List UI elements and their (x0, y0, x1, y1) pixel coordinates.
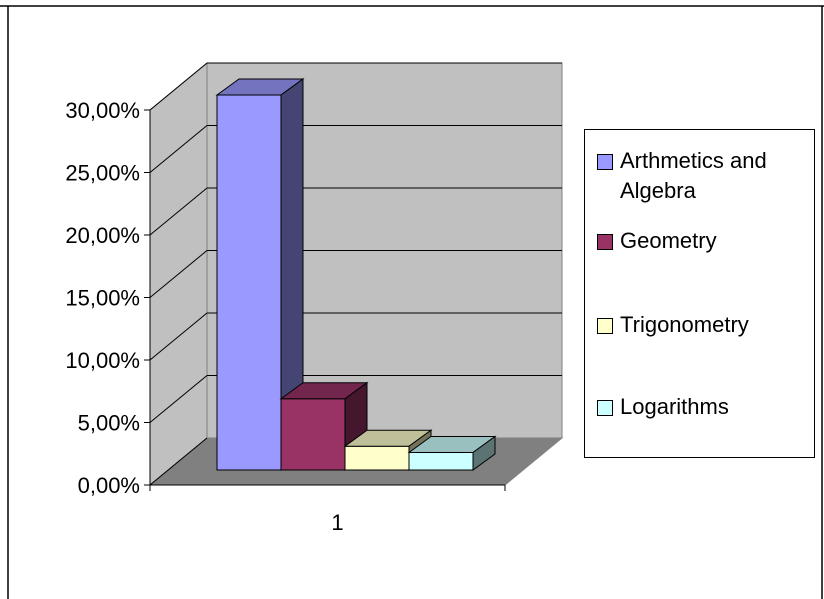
legend-item: Geometry (597, 226, 810, 256)
legend-item: Logarithms (597, 392, 810, 422)
y-tick-label: 20,00% (65, 223, 140, 248)
bar-front (344, 445, 410, 471)
bar-front (280, 398, 346, 471)
legend-label: Geometry (620, 228, 717, 253)
chart-legend: Arthmetics and Algebra Geometry Trigonomet… (584, 129, 815, 458)
x-tick-label: 1 (331, 510, 343, 535)
bar-1 (215, 78, 305, 471)
chart-gridlines (149, 62, 562, 486)
y-tick-label: 25,00% (65, 161, 140, 186)
gridline-side (149, 375, 208, 423)
chart-axes (144, 109, 506, 491)
y-tick-label: 0,00% (78, 473, 140, 498)
y-tick-label: 5,00% (78, 411, 140, 436)
legend-item: Trigonometry (597, 310, 810, 340)
gridline-side (149, 312, 208, 361)
legend-label: Logarithms (620, 394, 729, 419)
legend-swatch (597, 400, 613, 416)
y-tick-labels: 0,00% 5,00% 10,00% 15,00% 20,00% 25,00% 30,00% (65, 98, 140, 498)
bar-2 (279, 381, 369, 471)
gridline-side (149, 62, 208, 111)
chart-bars (215, 78, 497, 471)
legend-swatch (597, 234, 613, 250)
y-tick-label: 15,00% (65, 286, 140, 311)
bar-side (472, 435, 496, 471)
y-tick-label: 30,00% (65, 98, 140, 123)
legend-swatch (597, 154, 613, 170)
gridline-side (149, 250, 208, 298)
x-tick-labels: 1 (331, 510, 343, 535)
bar-4 (407, 435, 497, 471)
legend-label: Arthmetics and Algebra (620, 148, 767, 203)
bar-front (408, 452, 474, 471)
gridline-side (149, 187, 208, 236)
legend-swatch (597, 318, 613, 334)
legend-label: Trigonometry (620, 312, 749, 337)
legend-item: Arthmetics and Algebra (597, 146, 810, 206)
y-tick-label: 10,00% (65, 348, 140, 373)
gridline-side (149, 437, 208, 486)
gridline-side (149, 125, 208, 173)
bar-front (216, 94, 282, 471)
